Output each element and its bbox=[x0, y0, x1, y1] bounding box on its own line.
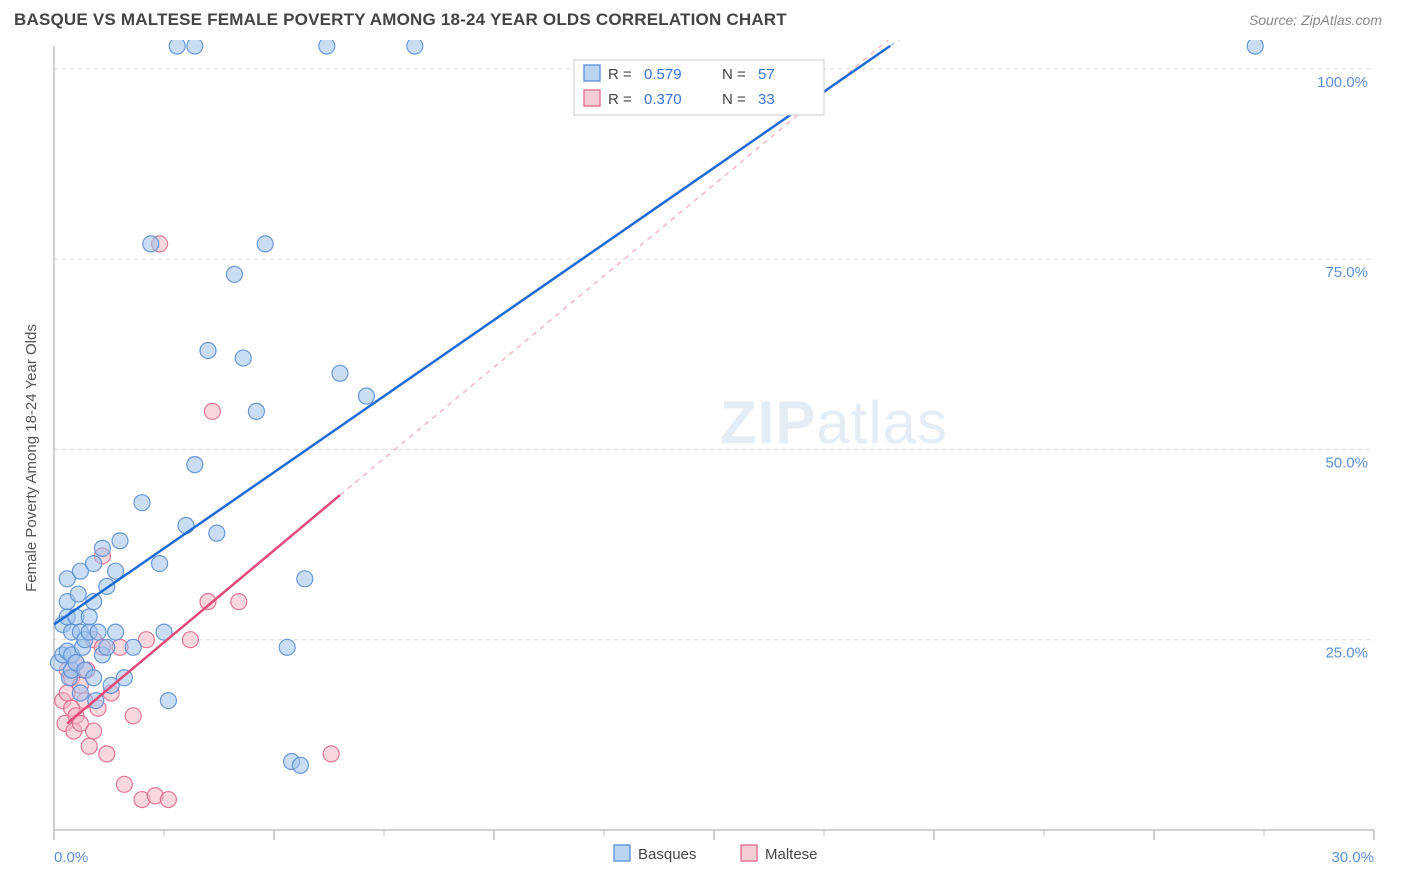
svg-text:50.0%: 50.0% bbox=[1325, 454, 1368, 471]
svg-text:30.0%: 30.0% bbox=[1331, 849, 1374, 866]
svg-text:0.0%: 0.0% bbox=[54, 849, 88, 866]
chart-title: BASQUE VS MALTESE FEMALE POVERTY AMONG 1… bbox=[14, 10, 787, 30]
svg-text:N =: N = bbox=[722, 66, 746, 83]
svg-text:75.0%: 75.0% bbox=[1325, 264, 1368, 281]
svg-text:Basques: Basques bbox=[638, 846, 696, 863]
chart-header: BASQUE VS MALTESE FEMALE POVERTY AMONG 1… bbox=[0, 0, 1406, 34]
chart-source: Source: ZipAtlas.com bbox=[1249, 12, 1382, 28]
chart-container: 0.0% 30.0% 25.0% 50.0% 75.0% 100.0% Female Pov… bbox=[14, 40, 1392, 890]
svg-text:R =: R = bbox=[608, 91, 632, 108]
svg-text:Maltese: Maltese bbox=[765, 846, 818, 863]
svg-text:N =: N = bbox=[722, 91, 746, 108]
svg-text:ZIPatlas: ZIPatlas bbox=[720, 389, 948, 456]
svg-text:Female Poverty Among 18-24 Yea: Female Poverty Among 18-24 Year Olds bbox=[23, 324, 40, 592]
svg-text:100.0%: 100.0% bbox=[1317, 74, 1368, 91]
svg-text:0.579: 0.579 bbox=[644, 66, 682, 83]
svg-text:57: 57 bbox=[758, 66, 775, 83]
scatter-chart: 0.0% 30.0% 25.0% 50.0% 75.0% 100.0% Female Pov… bbox=[14, 40, 1392, 890]
svg-text:25.0%: 25.0% bbox=[1325, 645, 1368, 662]
svg-text:0.370: 0.370 bbox=[644, 91, 682, 108]
svg-text:R =: R = bbox=[608, 66, 632, 83]
svg-text:33: 33 bbox=[758, 91, 775, 108]
